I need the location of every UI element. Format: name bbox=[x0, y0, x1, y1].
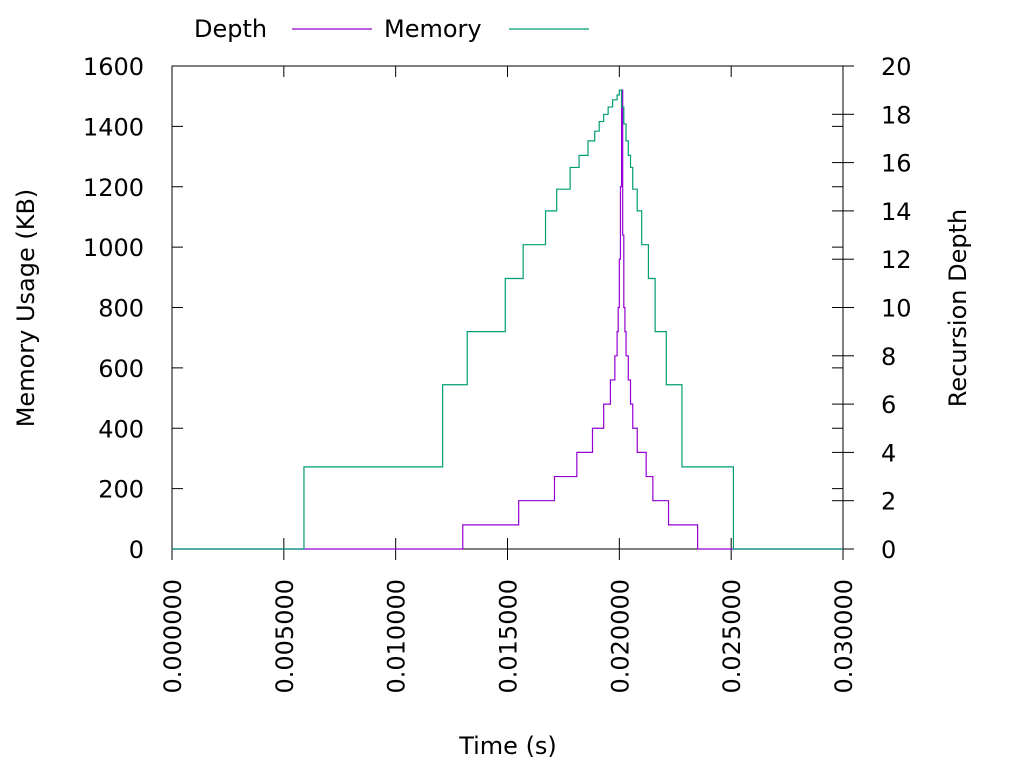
plot-series bbox=[172, 89, 843, 550]
y2-tick-label: 20 bbox=[881, 53, 912, 81]
y-tick-label: 800 bbox=[98, 295, 144, 323]
y-tick-label: 1400 bbox=[83, 113, 144, 141]
y2-tick-label: 14 bbox=[881, 198, 912, 226]
y-tick-label: 1600 bbox=[83, 53, 144, 81]
y2-axis-title: Recursion Depth bbox=[944, 209, 972, 407]
legend-label-memory: Memory bbox=[384, 15, 482, 43]
x-tick-label: 0.020000 bbox=[606, 579, 634, 694]
x-tick-label: 0.000000 bbox=[159, 579, 187, 694]
x-axis-title: Time (s) bbox=[458, 732, 557, 760]
x-tick-label: 0.025000 bbox=[718, 579, 746, 694]
axes: 0 200 400 600 800 1000 1200 1400 1600 0 2 4 6 8 10 12 14… bbox=[83, 53, 912, 694]
legend: Depth Memory bbox=[194, 15, 589, 43]
y2-tick-label: 12 bbox=[881, 246, 912, 274]
y-tick-label: 600 bbox=[98, 355, 144, 383]
y2-tick-label: 10 bbox=[881, 295, 912, 323]
x-tick-label: 0.010000 bbox=[383, 579, 411, 694]
y2-tick-label: 4 bbox=[881, 439, 896, 467]
series-line-depth bbox=[172, 89, 843, 550]
y2-tick-label: 2 bbox=[881, 488, 896, 516]
y-tick-label: 1000 bbox=[83, 234, 144, 262]
y-tick-label: 1200 bbox=[83, 174, 144, 202]
y2-tick-label: 0 bbox=[881, 536, 896, 564]
x-tick-label: 0.015000 bbox=[495, 579, 523, 694]
x-tick-label: 0.005000 bbox=[271, 579, 299, 694]
y2-tick-label: 6 bbox=[881, 391, 896, 419]
y-tick-label: 400 bbox=[98, 415, 144, 443]
y2-tick-label: 8 bbox=[881, 343, 896, 371]
y-axis-title: Memory Usage (KB) bbox=[12, 189, 40, 428]
y2-tick-label: 18 bbox=[881, 101, 912, 129]
y2-tick-label: 16 bbox=[881, 150, 912, 178]
plot-border bbox=[171, 65, 844, 550]
y-tick-label: 200 bbox=[98, 476, 144, 504]
x-tick-label: 0.030000 bbox=[830, 579, 858, 694]
legend-label-depth: Depth bbox=[194, 15, 267, 43]
series-line-memory bbox=[172, 89, 843, 550]
y-tick-label: 0 bbox=[129, 536, 144, 564]
